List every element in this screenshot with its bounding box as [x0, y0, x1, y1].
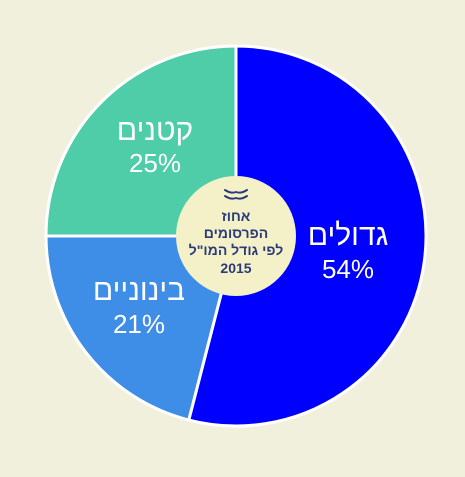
slice-label: קטנים	[117, 114, 194, 147]
slice-value-label: 54%	[322, 254, 374, 284]
center-disc	[176, 176, 296, 296]
slice-value-label: 21%	[113, 309, 165, 339]
slice-value-label: 25%	[129, 148, 181, 178]
chart-title-line: הפרסומים	[204, 225, 268, 241]
chart-title-line: 2015	[220, 260, 251, 276]
slice-label: בינוניים	[93, 274, 185, 307]
slice-label: גדולים	[308, 219, 389, 252]
pie-slice	[186, 44, 428, 428]
book-icon	[224, 189, 248, 200]
pie-slice	[44, 44, 238, 238]
pie-slices	[44, 44, 428, 428]
pie-slice	[44, 234, 238, 422]
chart-title-line: אחוז	[222, 208, 251, 224]
chart-title-line: לפי גודל המו"ל	[189, 242, 283, 258]
